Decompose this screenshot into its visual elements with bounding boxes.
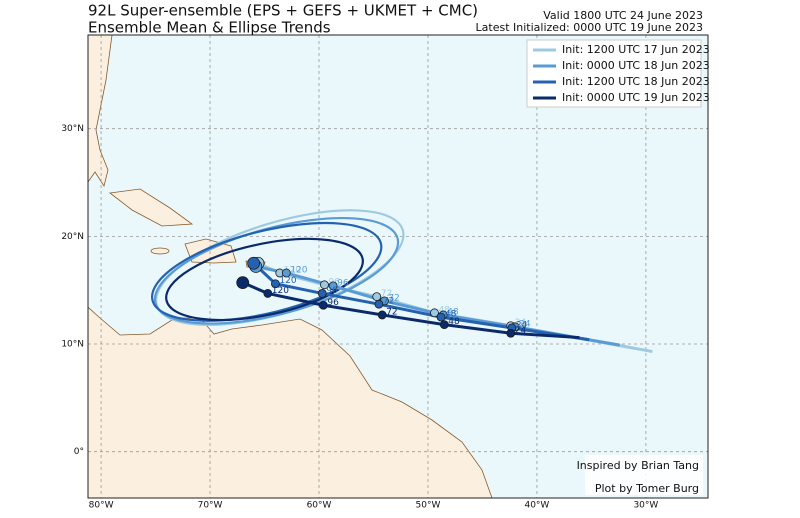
track-point [374,299,384,309]
hour-label: 120 [284,265,301,275]
forecast-ellipse [150,221,383,322]
track-point [281,268,291,278]
hour-label: 120 [279,276,296,286]
lon-label: 60°W [307,501,332,511]
track-point [271,279,280,289]
hour-label: 48 [447,307,459,317]
lat-label: 10°N [61,340,84,350]
track-point [320,280,329,290]
title: 92L Super-ensemble (EPS + GEFS + UKMET +… [88,2,478,20]
legend: Init: 1200 UTC 17 Jun 2023 Init: 0000 UTC… [526,39,710,108]
credit: Inspired by Brian Tang [577,459,699,472]
track-point [318,300,328,310]
hour-label: 72 [381,289,392,299]
hour-label: 72 [386,307,397,317]
land [88,35,493,498]
lon-label: 40°W [524,501,549,511]
subtitle: Ensemble Mean & Ellipse Trends [88,19,331,37]
hour-label: 72 [383,297,394,307]
track-point [317,289,327,298]
track-point [377,310,387,320]
track-point [430,308,439,318]
lon-label: 30°W [633,501,658,511]
hour-label: 96 [327,298,339,308]
lat-label: 30°N [61,124,84,134]
ellipses [150,209,405,326]
latest-init: Latest Initialized: 0000 UTC 19 June 202… [476,21,703,34]
credit-box [585,455,703,495]
track-point [263,289,273,298]
hour-label: 96 [337,278,349,288]
hour-label: 96 [326,286,338,296]
hour-label: 48 [445,310,457,320]
tracks: 2448729612024487296120244872961202448729… [236,256,653,354]
hour-label: 48 [439,305,451,315]
legend-label: Init: 1200 UTC 18 Jun 2023 [562,75,710,88]
track-point [436,312,446,322]
hour-label: 24 [519,319,531,329]
hour-label: 72 [388,293,399,303]
forecast-ellipse [165,237,364,322]
track-point [247,256,261,270]
legend-label: Init: 1200 UTC 17 Jun 2023 [562,43,710,56]
hour-label: 48 [448,317,460,327]
lat-label: 20°N [61,232,84,242]
lon-label: 70°W [198,501,223,511]
hour-label: 24 [515,318,527,328]
track-point [439,320,449,330]
map-frame [87,34,709,499]
graticule [88,35,708,498]
hour-label: 120 [290,265,307,275]
valid-time: Valid 1800 UTC 24 June 2023 [543,9,703,22]
lat-label: 0° [74,447,84,457]
track-point [236,276,250,290]
hour-label: 120 [272,286,289,296]
credit: Plot by Tomer Burg [595,482,699,495]
hour-label: 24 [516,320,528,330]
lon-label: 50°W [416,501,441,511]
track-point [506,328,516,338]
track-point [372,292,382,302]
legend-label: Init: 0000 UTC 18 Jun 2023 [562,59,710,72]
track-point [328,281,338,291]
hour-label: 24 [515,326,527,336]
lon-label: 80°W [89,501,114,511]
legend-label: Init: 0000 UTC 19 Jun 2023 [562,91,710,104]
